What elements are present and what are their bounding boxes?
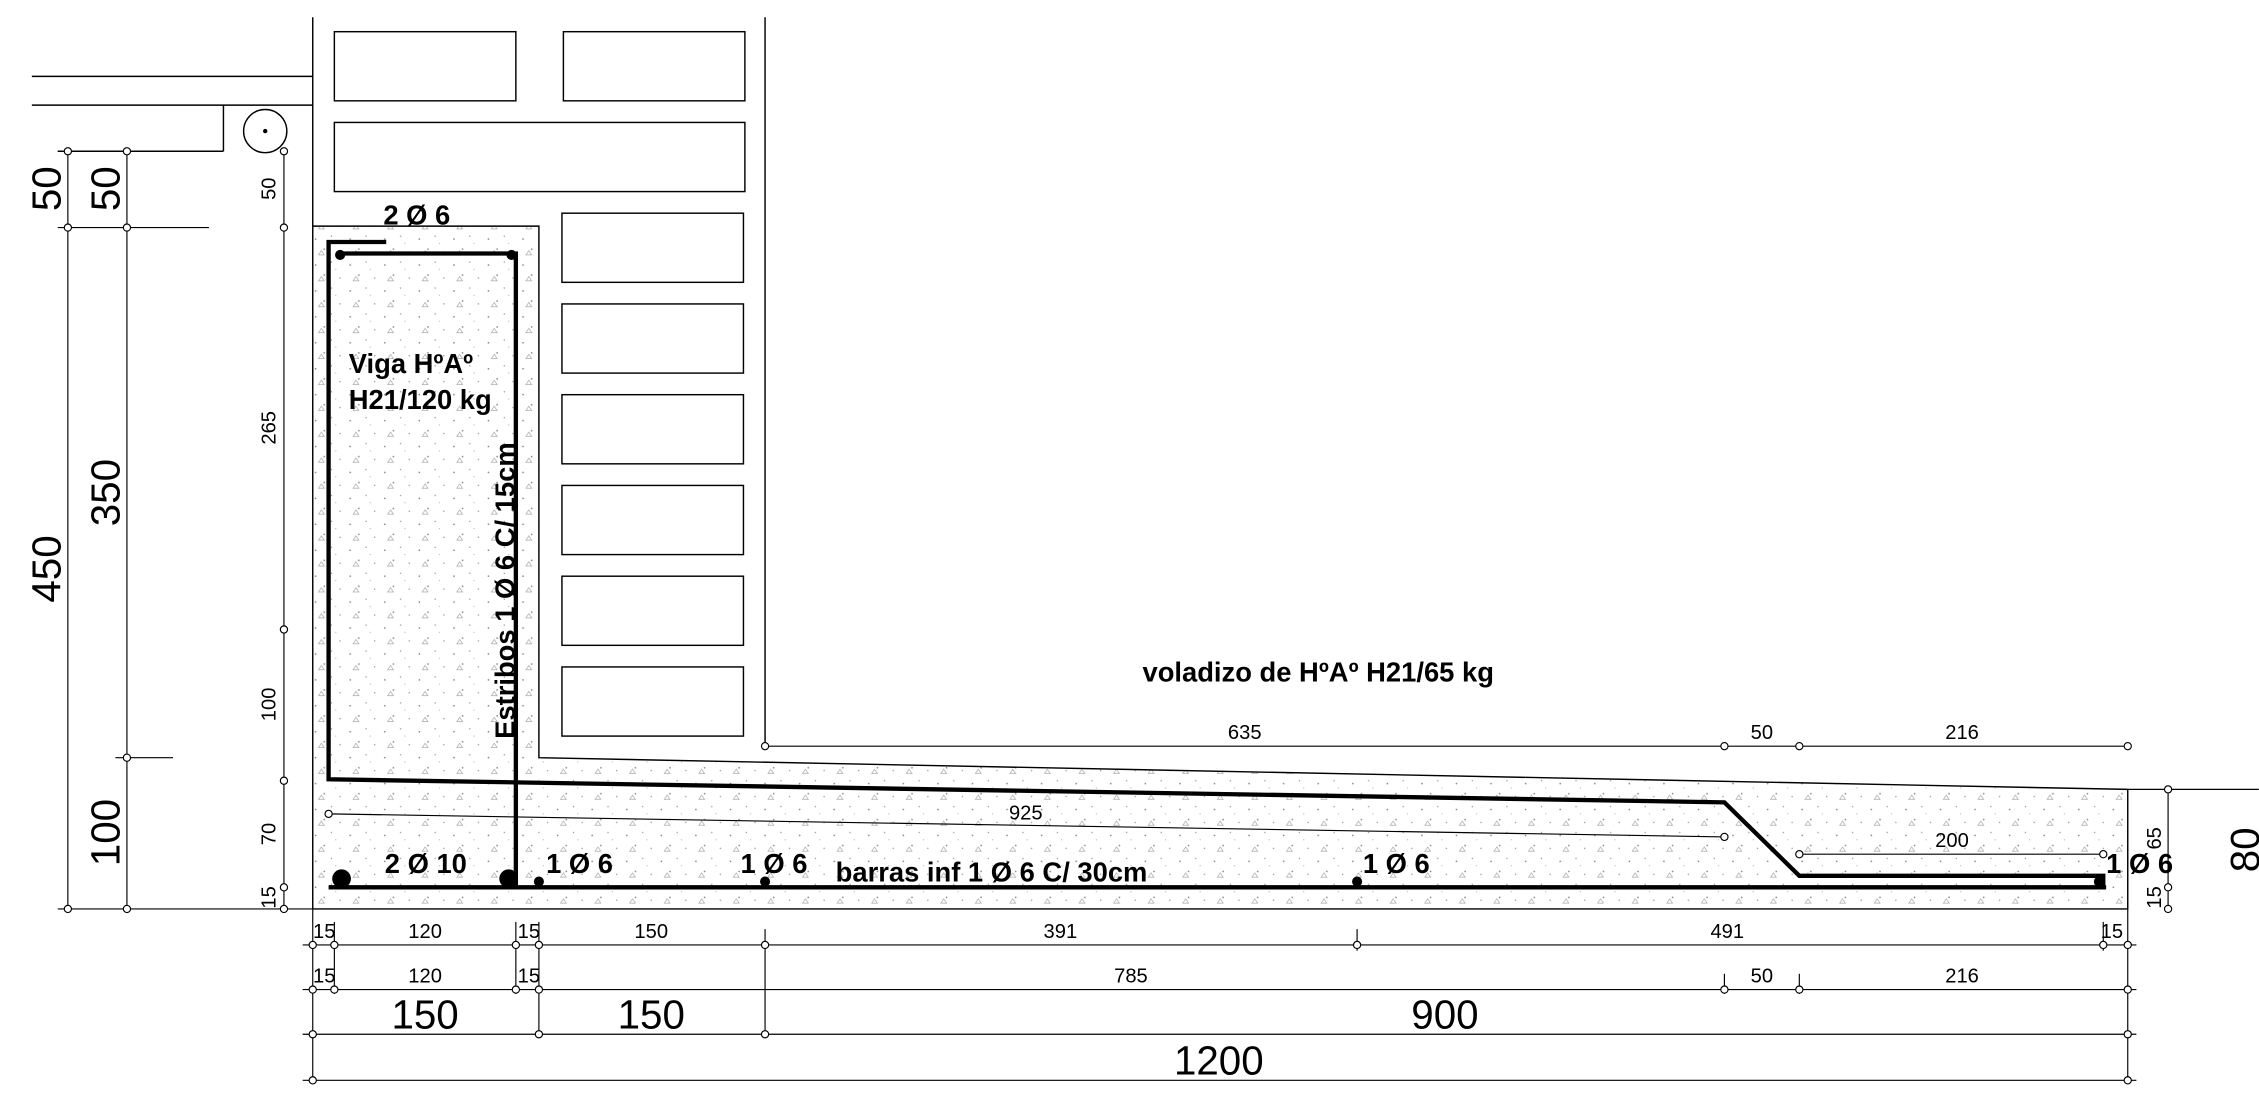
annotation: 2 Ø 6 bbox=[383, 200, 450, 231]
dim-label: 100 bbox=[83, 799, 129, 866]
dim-label: 120 bbox=[408, 921, 442, 943]
annotation: 2 Ø 10 bbox=[385, 848, 467, 879]
annotation: H21/120 kg bbox=[349, 384, 492, 415]
dim-label: 150 bbox=[634, 921, 668, 943]
annotation: barras inf 1 Ø 6 C/ 30cm bbox=[836, 857, 1148, 888]
annotation: Viga HºAº bbox=[349, 348, 473, 379]
annotation: 1 Ø 6 bbox=[1363, 848, 1430, 879]
dim-label: 15 bbox=[2101, 921, 2123, 943]
dim-label: 900 bbox=[1411, 991, 1478, 1037]
dim-label: 50 bbox=[1751, 722, 1773, 744]
annotation: 1 Ø 6 bbox=[2106, 848, 2173, 879]
dim-label: 15 bbox=[258, 886, 280, 908]
dim-label: 15 bbox=[313, 965, 335, 987]
dim-label: 1200 bbox=[1174, 1038, 1264, 1084]
dim-label: 216 bbox=[1945, 722, 1979, 744]
dim-label: 15 bbox=[2144, 886, 2166, 908]
dim-label: 391 bbox=[1044, 921, 1078, 943]
dim-label: 15 bbox=[518, 965, 540, 987]
dim-label: 200 bbox=[1935, 830, 1969, 852]
dim-label: 265 bbox=[258, 411, 280, 445]
annotation: 1 Ø 6 bbox=[741, 848, 808, 879]
dim-label: 15 bbox=[313, 921, 335, 943]
dim-label: 635 bbox=[1228, 722, 1262, 744]
dim-label: 50 bbox=[24, 166, 70, 211]
annotation: Estribos 1 Ø 6 C/ 15cm bbox=[489, 442, 520, 739]
structure bbox=[31, 17, 2129, 910]
dimension-lines bbox=[57, 147, 2259, 1085]
dim-label: 15 bbox=[518, 921, 540, 943]
dim-label: 65 bbox=[2144, 827, 2166, 849]
dim-label: 785 bbox=[1114, 965, 1148, 987]
dim-label: 450 bbox=[24, 535, 70, 602]
dim-label: 491 bbox=[1710, 921, 1744, 943]
dim-label: 80 bbox=[2222, 827, 2259, 872]
dim-label: 216 bbox=[1945, 965, 1979, 987]
dim-label: 150 bbox=[391, 991, 458, 1037]
dim-label: 120 bbox=[408, 965, 442, 987]
dim-label: 100 bbox=[258, 688, 280, 722]
dim-label: 350 bbox=[83, 459, 129, 526]
concrete bbox=[312, 226, 2128, 909]
annotation: voladizo de HºAº H21/65 kg bbox=[1142, 656, 1493, 687]
dim-label: 70 bbox=[258, 823, 280, 845]
annotation: 1 Ø 6 bbox=[546, 848, 613, 879]
dim-label: 150 bbox=[618, 991, 685, 1037]
dim-label: 50 bbox=[1751, 965, 1773, 987]
dim-label: 925 bbox=[1009, 803, 1043, 825]
bottom-dimensions: 15 120 15 150 391 491 15 15 120 15 785 5… bbox=[313, 921, 2123, 1084]
dim-label: 50 bbox=[258, 177, 280, 199]
dim-label: 50 bbox=[83, 166, 129, 211]
rebar bbox=[326, 239, 2107, 890]
